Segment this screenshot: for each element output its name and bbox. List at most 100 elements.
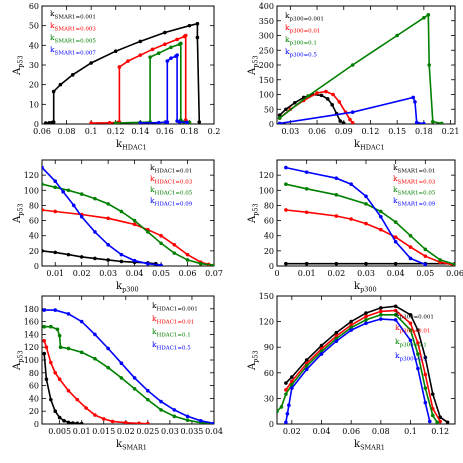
data-point: [53, 185, 58, 190]
legend-entry-1: kp300=0.001: [395, 309, 434, 321]
y-tick-label: 400: [259, 2, 274, 11]
data-point: [349, 217, 353, 221]
data-point: [93, 413, 97, 417]
data-point: [146, 261, 150, 266]
data-point: [79, 214, 84, 219]
data-point: [165, 59, 170, 63]
series-line-4: [42, 167, 162, 266]
x-tick-label: 0.03: [99, 269, 117, 278]
data-point: [89, 121, 93, 124]
data-point: [51, 89, 56, 94]
data-point: [453, 262, 455, 266]
x-axis-title: kp300: [116, 281, 139, 294]
data-point: [408, 328, 413, 332]
y-tick-label: 350: [259, 17, 274, 26]
y-tick-label: 40: [29, 394, 39, 403]
data-point: [349, 325, 353, 330]
data-point: [306, 94, 310, 98]
data-point: [284, 208, 288, 212]
data-point: [51, 120, 56, 124]
data-point: [159, 233, 163, 238]
x-axis-title: kp300: [354, 281, 377, 294]
data-point: [438, 415, 442, 419]
data-point: [132, 376, 137, 380]
data-point: [290, 386, 294, 390]
data-point: [119, 376, 124, 380]
data-point: [42, 208, 44, 212]
plot-area: [284, 165, 455, 266]
y-tick-label: 60: [29, 382, 39, 391]
data-point: [119, 259, 124, 264]
x-tick-label: 0.05: [152, 269, 170, 278]
x-tick-label: 0.06: [33, 127, 51, 136]
data-point: [349, 328, 353, 332]
data-point: [183, 33, 188, 38]
series-line-3: [44, 325, 214, 424]
data-point: [364, 321, 368, 326]
plot-frame: [41, 5, 215, 125]
legend-entry-3: kp300=0.1: [285, 35, 317, 47]
data-point: [169, 45, 173, 50]
data-point: [364, 261, 368, 266]
y-tick-label: 100: [24, 356, 39, 365]
data-point: [58, 82, 63, 87]
y-tick-label: 30: [264, 394, 274, 403]
data-point: [185, 258, 190, 262]
data-point: [438, 258, 442, 262]
data-point: [348, 117, 352, 122]
data-point: [110, 419, 115, 424]
data-point: [106, 243, 110, 247]
x-tick-label: 0.01: [298, 269, 316, 278]
data-point: [42, 182, 44, 187]
y-tick-label: 100: [259, 186, 274, 195]
series-line-1: [42, 250, 162, 266]
y-tick-label: 120: [259, 171, 274, 180]
data-point: [53, 209, 58, 214]
legend-entry-3: kHDAC1=0.05: [150, 185, 193, 197]
data-point: [93, 230, 97, 234]
y-tick-label: 0: [34, 120, 39, 129]
data-point: [379, 227, 383, 232]
data-point: [172, 408, 177, 412]
data-point: [423, 254, 428, 258]
data-point: [146, 388, 150, 393]
data-point: [132, 218, 137, 223]
plot-area: [277, 13, 444, 124]
y-tick-label: 60: [264, 217, 274, 226]
series-line-4: [140, 53, 188, 124]
data-point: [195, 35, 200, 40]
data-point: [66, 252, 71, 257]
legend-entry-3: kSMAR1=0.05: [393, 185, 436, 197]
data-point: [423, 247, 428, 252]
data-point: [416, 341, 420, 345]
data-point: [430, 392, 435, 396]
data-point: [426, 13, 431, 17]
data-point: [277, 116, 282, 120]
data-point: [172, 251, 177, 255]
x-tick-label: 0.12: [107, 127, 125, 136]
data-point: [42, 351, 47, 356]
data-point: [66, 346, 71, 351]
data-point: [75, 421, 80, 424]
legend-entry-1: kHDAC1=0.01: [150, 163, 192, 175]
y-tick-label: 100: [259, 91, 274, 100]
x-tick-label: 0.2: [208, 127, 221, 136]
data-point: [75, 397, 80, 402]
plot-area: [42, 308, 214, 424]
x-tick-label: 0.015: [92, 427, 115, 436]
data-point: [132, 387, 137, 391]
data-point: [107, 121, 112, 124]
data-point: [290, 375, 294, 379]
data-point: [379, 312, 383, 317]
x-axis-title: kHDAC1: [116, 139, 147, 152]
chart-panel-3: 0.01 0.02 0.03 0.04 0.05 0.06 0.07 0 20 40 60 80 100…: [12, 159, 223, 294]
data-point: [334, 214, 339, 218]
data-point: [379, 306, 383, 310]
x-tick-label: 0.02: [117, 427, 135, 436]
data-point: [146, 230, 150, 234]
x-tick-label: 0.06: [308, 127, 326, 136]
data-point: [277, 409, 279, 413]
data-point: [106, 202, 110, 206]
legend-entry-4: kp300=0.5: [285, 47, 317, 59]
